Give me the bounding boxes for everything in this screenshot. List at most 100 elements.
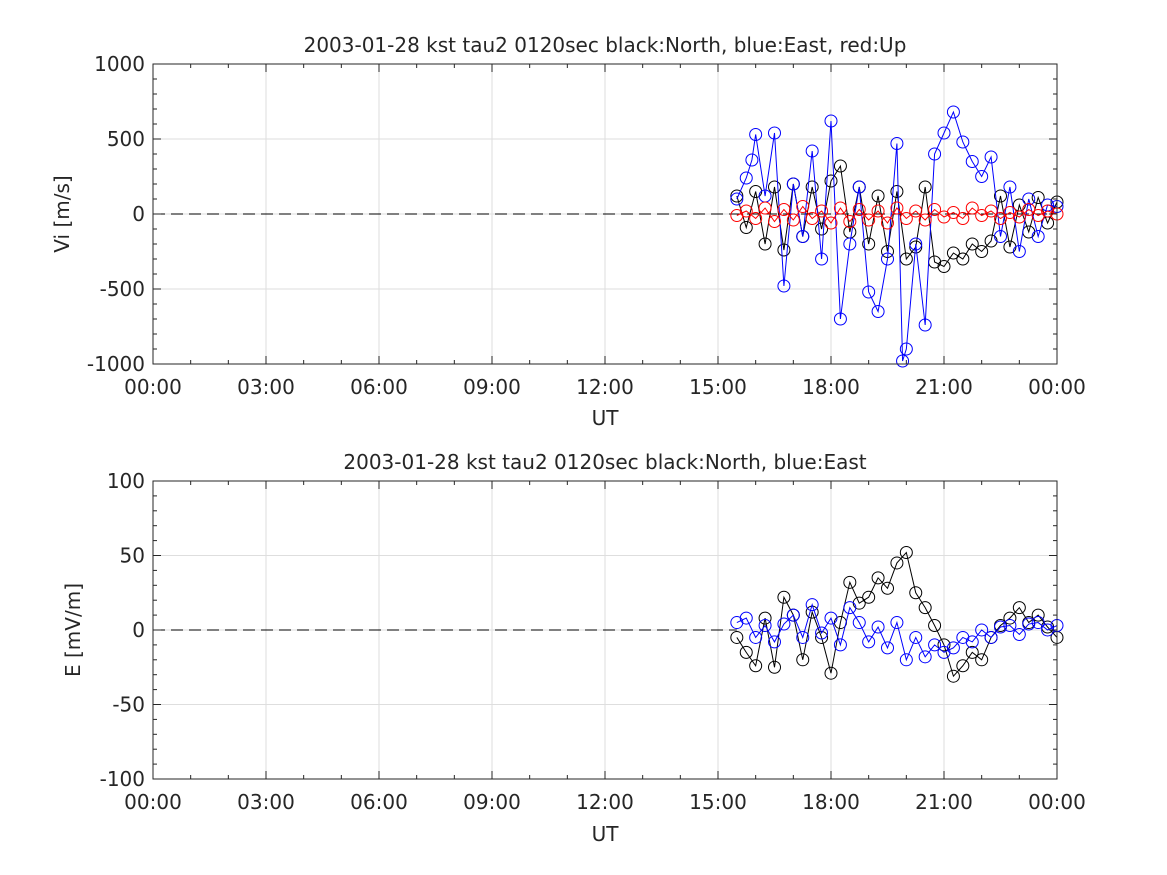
efield-series-0-point-18: [899, 546, 913, 560]
velocity-series-2-point-21: [928, 203, 942, 216]
efield-series-0-point-4: [768, 660, 781, 674]
efield-series-0-point-16: [881, 581, 894, 595]
velocity-chart-title: 2003-01-28 kst tau2 0120sec black:North,…: [304, 33, 907, 57]
velocity-series-1-point-21: [909, 237, 923, 251]
efield-xtick-label-6: 18:00: [802, 790, 860, 814]
velocity-series-1-point-14: [852, 180, 866, 194]
efield-series-1-point-19: [909, 630, 923, 644]
velocity-series-1-point-9: [805, 144, 819, 158]
velocity-series-2-point-23: [946, 206, 960, 219]
velocity-series-1-point-31: [1003, 180, 1017, 194]
velocity-series-0-point-4: [768, 180, 781, 194]
velocity-series-1-point-20: [899, 342, 913, 356]
velocity-series-0-point-0: [730, 189, 744, 203]
efield-series-0-point-3: [758, 611, 772, 625]
velocity-series-2-point-9: [815, 204, 829, 218]
velocity-series-2-point-33: [1041, 204, 1055, 218]
efield-y-axis-label: E [mV/m]: [61, 583, 85, 677]
efield-ytick-label-0: -100: [100, 767, 145, 791]
efield-x-axis-label: UT: [592, 822, 620, 846]
velocity-series-2-point-5: [777, 203, 791, 216]
efield-series-0-point-29: [1003, 611, 1017, 625]
velocity-xtick-label-6: 18:00: [802, 375, 860, 399]
velocity-ticks: 00:00 03:00 06:00 09:00 12:00 15:00 18:00 21:00…: [87, 52, 1086, 399]
velocity-series-1-point-18: [890, 137, 904, 150]
velocity-series-1-point-19: [896, 354, 910, 368]
velocity-series-1-point-24: [937, 126, 951, 140]
efield-series-1-point-3: [758, 619, 772, 633]
velocity-series-1-point-7: [786, 177, 800, 191]
efield-series-1-point-8: [805, 598, 819, 612]
velocity-xtick-label-0: 00:00: [124, 375, 182, 399]
efield-series-0-point-5: [777, 590, 791, 604]
velocity-series-2-point-28: [994, 212, 1007, 225]
efield-series-0-point-19: [909, 586, 923, 600]
velocity-series-1-point-34: [1031, 230, 1045, 243]
velocity-xtick-label-8: 00:00: [1028, 375, 1086, 399]
efield-series-1-point-27: [984, 630, 998, 644]
velocity-xtick-label-5: 15:00: [689, 375, 747, 399]
velocity-series-2-point-6: [786, 213, 800, 227]
velocity-series-1-point-11: [824, 114, 838, 128]
efield-series-1-point-30: [1012, 627, 1026, 641]
efield-series-1-point-21: [928, 638, 942, 652]
velocity-series-0-point-26: [975, 245, 989, 258]
velocity-series-1-point-33: [1022, 192, 1036, 206]
velocity-series-2-point-18: [899, 212, 913, 225]
velocity-ytick-label-4: 1000: [94, 52, 145, 76]
efield-series-0-point-30: [1012, 601, 1026, 615]
velocity-series-2-point-25: [965, 201, 979, 215]
velocity-series-0-point-17: [890, 185, 904, 198]
velocity-series-0-point-14: [862, 237, 876, 251]
velocity-series-2-point-19: [909, 204, 923, 218]
velocity-xtick-label-4: 12:00: [576, 375, 634, 399]
velocity-series-2-point-15: [871, 204, 885, 218]
velocity-series-0-point-1: [739, 221, 753, 234]
velocity-data: [730, 105, 1064, 368]
velocity-series-1-point-17: [881, 252, 894, 266]
velocity-series-1-point-10: [815, 252, 829, 266]
velocity-series-0-point-25: [965, 237, 979, 251]
efield-ticks: 00:00 03:00 06:00 09:00 12:00 15:00 18:00 21:00…: [100, 469, 1086, 814]
velocity-series-2-line: [736, 205, 1058, 224]
velocity-series-0-point-3: [758, 237, 772, 251]
velocity-series-2-point-10: [824, 216, 838, 230]
velocity-series-0-point-19: [909, 240, 923, 254]
velocity-ytick-label-3: 500: [107, 127, 145, 151]
velocity-series-1-point-13: [843, 237, 857, 251]
efield-series-0-point-1: [739, 645, 753, 659]
velocity-xtick-label-2: 06:00: [350, 375, 408, 399]
velocity-series-2-point-20: [918, 213, 932, 227]
velocity-series-1-point-16: [871, 305, 885, 318]
velocity-series-2-point-8: [805, 212, 819, 225]
efield-series-1-point-17: [890, 616, 904, 630]
velocity-series-2-point-2: [749, 212, 763, 225]
efield-series-1-point-1: [739, 611, 753, 625]
efield-xtick-label-8: 00:00: [1028, 790, 1086, 814]
velocity-y-axis-label: Vi [m/s]: [50, 175, 74, 252]
velocity-xtick-label-1: 03:00: [237, 375, 295, 399]
velocity-series-2-point-17: [890, 201, 904, 215]
efield-series-1-point-29: [1003, 619, 1017, 633]
velocity-series-1-point-0: [730, 192, 744, 206]
velocity-series-2-point-30: [1012, 210, 1026, 224]
velocity-series-0-point-11: [833, 159, 847, 173]
velocity-series-0-point-32: [1031, 191, 1045, 204]
efield-xtick-label-7: 21:00: [915, 790, 973, 814]
electric-field-panel: 2003-01-28 kst tau2 0120sec black:North,…: [61, 450, 1086, 846]
efield-series-0-point-20: [918, 601, 932, 615]
velocity-series-1-point-26: [956, 135, 970, 149]
velocity-series-1-point-5: [768, 126, 781, 140]
velocity-series-0-point-20: [918, 180, 932, 194]
efield-series-0-point-7: [796, 653, 810, 667]
velocity-series-2-point-24: [956, 212, 970, 225]
velocity-ytick-label-0: -1000: [87, 352, 145, 376]
efield-xtick-label-0: 00:00: [124, 790, 182, 814]
velocity-series-2-point-4: [768, 215, 781, 228]
efield-series-1-point-32: [1031, 616, 1045, 630]
efield-xtick-label-1: 03:00: [237, 790, 295, 814]
efield-series-1-point-2: [749, 630, 763, 644]
efield-series-1-point-10: [824, 611, 838, 625]
velocity-series-1-point-8: [796, 230, 810, 243]
efield-series-0-point-26: [975, 653, 989, 667]
